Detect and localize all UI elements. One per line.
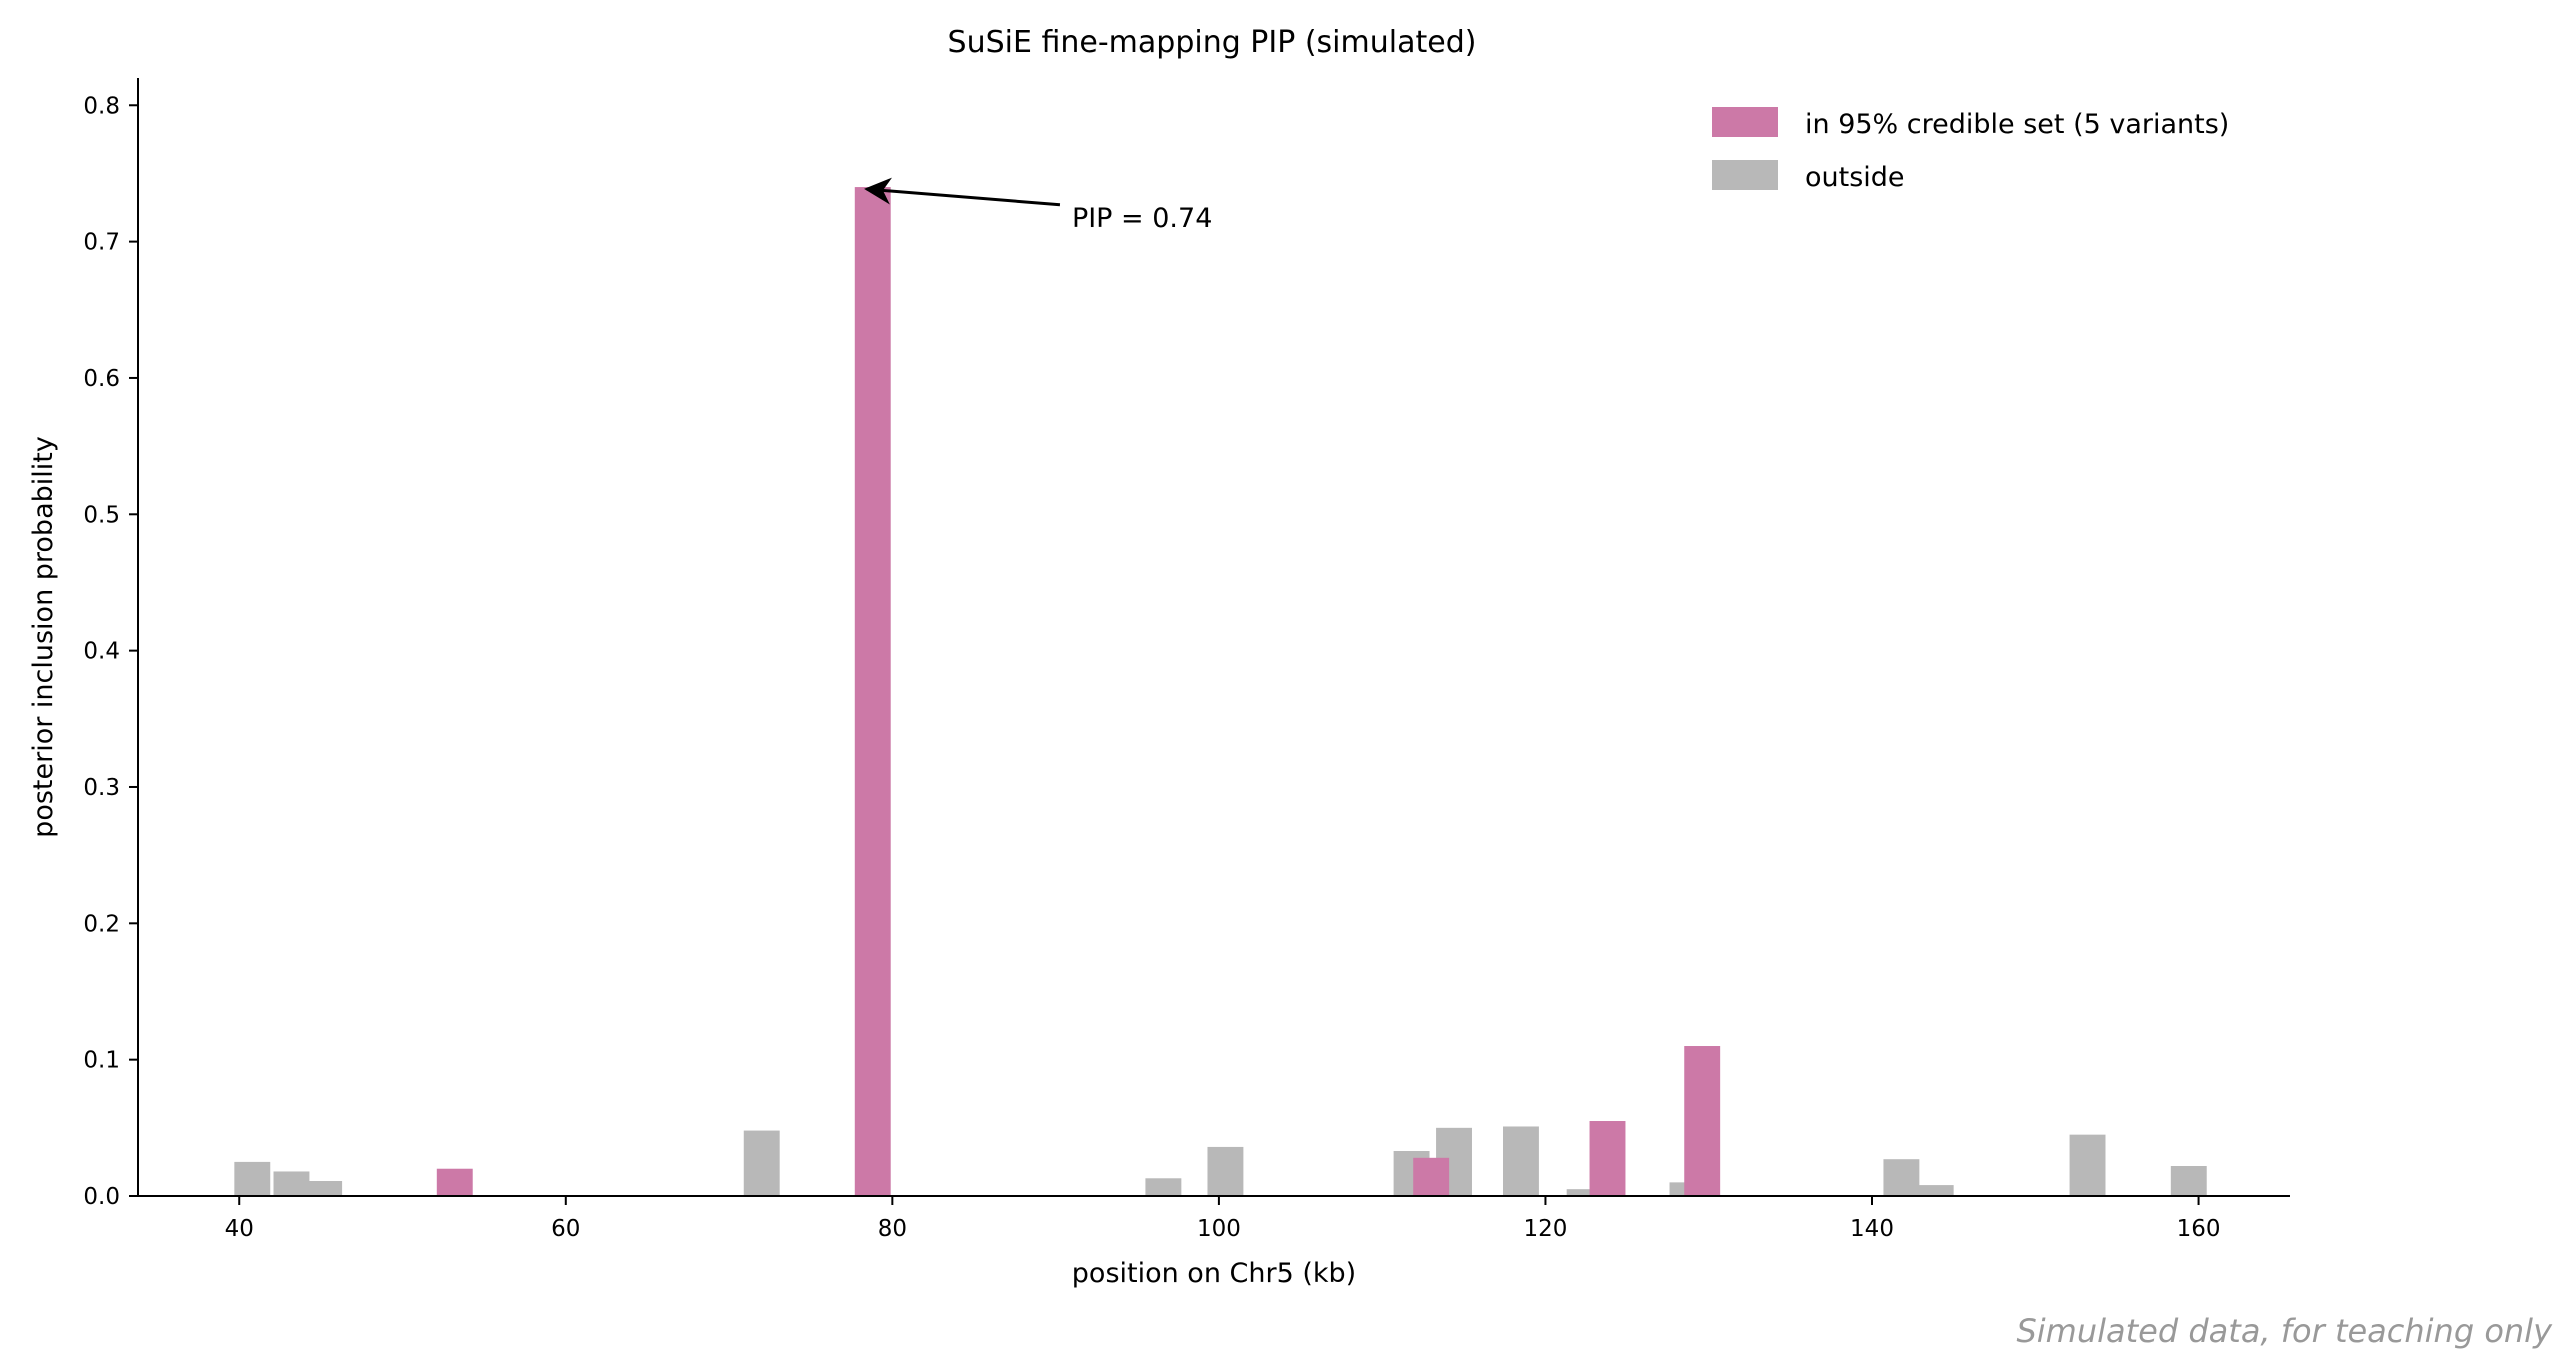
legend-label-0: in 95% credible set (5 variants)	[1805, 109, 2229, 140]
outside-bar-13	[2069, 1134, 2106, 1196]
legend-swatch-0	[1712, 107, 1778, 137]
y-ticks-group: 0.0 0.1 0.2 0.3 0.4 0.5 0.6 0.7 0.8	[83, 93, 138, 1210]
x-axis-label: position on Chr5 (kb)	[1072, 1258, 1356, 1289]
outside-bar-12	[1917, 1185, 1954, 1196]
credible-set-bar-0	[436, 1168, 473, 1196]
axes-group	[137, 78, 2290, 1197]
outside-bar-14	[2170, 1166, 2207, 1196]
y-tick-label: 0.2	[83, 911, 120, 937]
x-tick-label: 100	[1197, 1216, 1241, 1242]
x-tick-label: 140	[1850, 1216, 1894, 1242]
x-tick-label: 80	[878, 1216, 907, 1242]
y-tick-label: 0.4	[83, 639, 120, 665]
legend: in 95% credible set (5 variants) outside	[1712, 107, 2229, 193]
x-ticks-group: 40 60 80 100 120 140 160	[225, 1196, 2221, 1242]
outside-bar-2	[306, 1181, 343, 1196]
outside-bar-0	[234, 1161, 271, 1196]
outside-bar-8	[1503, 1126, 1539, 1196]
outside-bar-9	[1566, 1189, 1603, 1196]
y-tick-label: 0.7	[83, 230, 120, 256]
annotation-text: PIP = 0.74	[1072, 203, 1212, 234]
y-tick-label: 0.8	[83, 93, 120, 119]
credible-set-bar-1	[854, 187, 891, 1196]
x-tick-label: 120	[1524, 1216, 1568, 1242]
legend-swatch-1	[1712, 160, 1778, 190]
credible-set-bar-4	[1684, 1046, 1721, 1196]
x-tick-label: 60	[551, 1216, 580, 1242]
outside-bar-3	[743, 1130, 780, 1196]
simulated-data-note: Simulated data, for teaching only	[2016, 1312, 2553, 1350]
chart-title: SuSiE fine-mapping PIP (simulated)	[948, 25, 1477, 60]
x-tick-label: 40	[225, 1216, 254, 1242]
y-tick-label: 0.0	[83, 1184, 120, 1210]
credible-set-bar-3	[1589, 1121, 1626, 1196]
bars-group	[234, 187, 2207, 1196]
annotation-arrow	[864, 177, 1061, 207]
outside-bar-4	[1145, 1178, 1182, 1196]
outside-bar-5	[1207, 1146, 1244, 1196]
y-tick-label: 0.6	[83, 366, 120, 392]
peak-annotation: PIP = 0.74	[864, 177, 1212, 234]
credible-set-bar-2	[1413, 1157, 1450, 1196]
outside-bar-11	[1883, 1159, 1920, 1196]
y-tick-label: 0.5	[83, 502, 120, 528]
y-tick-label: 0.3	[83, 775, 120, 801]
x-tick-label: 160	[2177, 1216, 2221, 1242]
outside-bar-1	[273, 1171, 310, 1196]
y-tick-label: 0.1	[83, 1048, 120, 1074]
y-axis-label: posterior inclusion probability	[28, 436, 59, 838]
legend-label-1: outside	[1805, 162, 1905, 193]
